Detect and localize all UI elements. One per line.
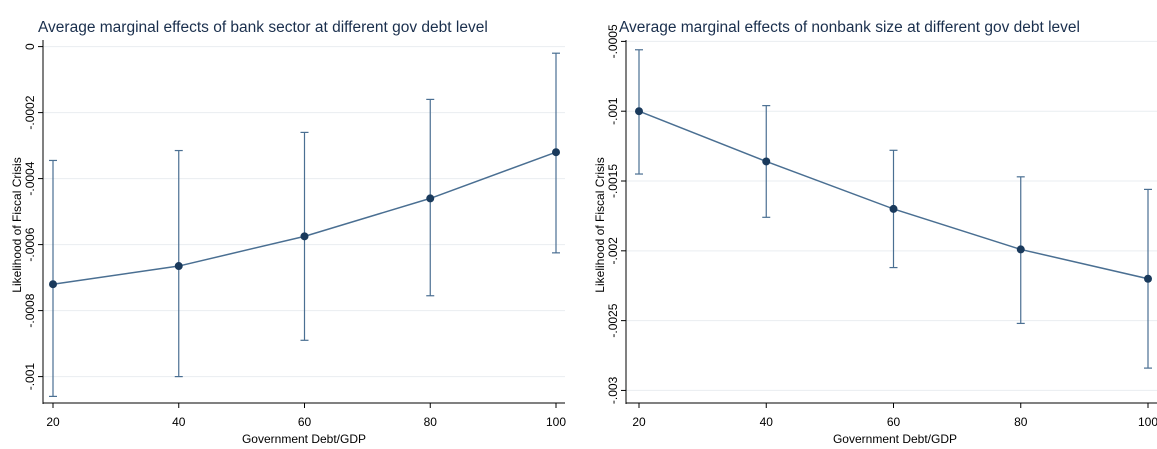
y-axis-label: Likelihood of Fiscal Crisis [593,157,607,292]
y-tick-label: -.0025 [606,303,620,337]
x-tick-label: 60 [298,415,312,429]
x-tick-label: 20 [632,415,646,429]
y-tick-label: -.0006 [23,227,37,261]
data-point [552,148,560,157]
chart-bank-sector: Average marginal effects of bank sector … [10,19,566,446]
data-point [635,107,643,116]
x-tick-label: 80 [1014,415,1028,429]
data-point [49,280,57,289]
chart-nonbank-size: Average marginal effects of nonbank size… [593,19,1157,446]
x-tick-label: 100 [1138,415,1157,429]
y-tick-label: -.001 [606,97,620,125]
plot-area: -.0005 -.001 -.0015 -.002 -.0025 -.003 20 40 60 8… [606,24,1157,429]
data-point [762,157,771,166]
y-axis-label: Likelihood of Fiscal Crisis [10,157,24,292]
x-tick-label: 40 [172,415,186,429]
x-axis-label: Government Debt/GDP [833,432,957,446]
data-point [426,194,435,203]
data-point [1016,245,1025,254]
y-tick-label: -.002 [606,237,620,265]
y-tick-label: -.0002 [23,95,37,129]
y-tick-label: -.003 [606,376,620,404]
x-tick-label: 80 [424,415,438,429]
y-tick-label: 0 [23,43,37,50]
y-tick-label: -.001 [23,363,37,391]
x-tick-label: 100 [546,415,566,429]
x-tick-label: 20 [46,415,60,429]
data-point [300,232,309,241]
x-tick-label: 40 [760,415,774,429]
y-tick-label: -.0008 [23,293,37,327]
data-point [1144,274,1152,283]
y-tick-label: -.0015 [606,164,620,198]
y-tick-label: -.0004 [23,161,37,195]
x-axis-label: Government Debt/GDP [242,432,366,446]
y-tick-label: -.0005 [606,24,620,58]
plot-area: 0 -.0002 -.0004 -.0006 -.0008 -.001 20 40 60 80 10… [23,40,566,429]
chart-title: Average marginal effects of bank sector … [38,19,488,36]
chart-title: Average marginal effects of nonbank size… [619,19,1080,36]
x-tick-label: 60 [887,415,901,429]
data-point [174,262,183,271]
data-point [889,204,898,213]
